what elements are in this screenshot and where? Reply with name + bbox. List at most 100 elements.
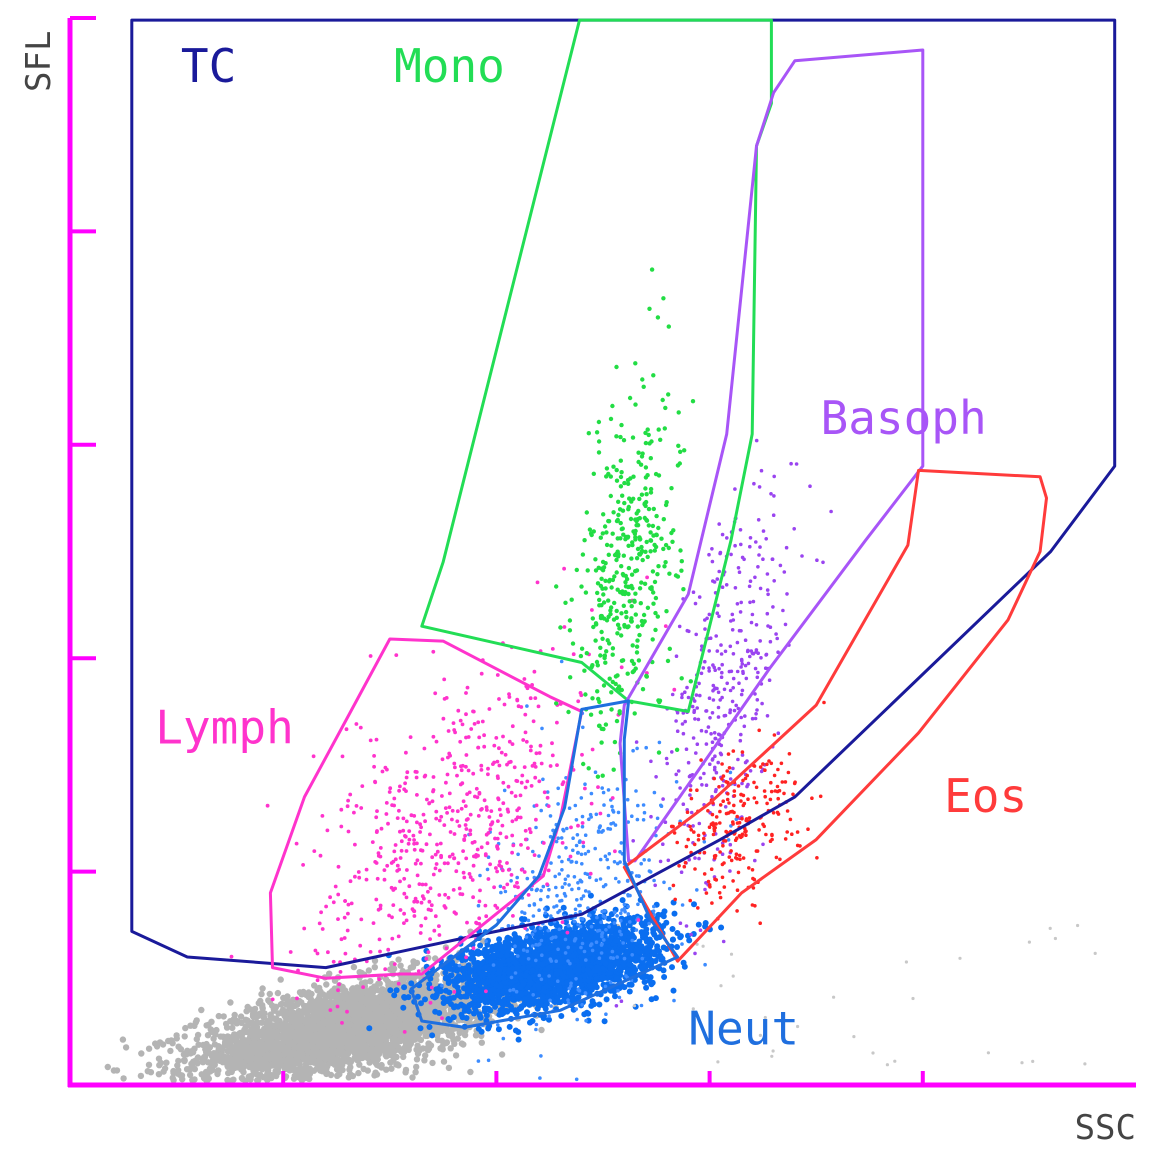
data-point: [496, 1011, 503, 1018]
data-point: [291, 1072, 298, 1080]
data-point: [205, 1021, 212, 1028]
data-point: [345, 1074, 352, 1081]
data-point: [277, 1001, 285, 1008]
data-point: [286, 1056, 293, 1064]
data-point: [304, 1012, 312, 1019]
data-point: [347, 1063, 354, 1071]
data-point: [378, 995, 385, 1002]
data-point: [210, 1035, 217, 1042]
data-point: [324, 1034, 331, 1042]
data-point: [418, 1000, 424, 1007]
data-point: [231, 1055, 238, 1063]
data-point: [258, 990, 265, 998]
data-point: [344, 1050, 352, 1057]
data-point: [210, 1029, 217, 1036]
data-point: [356, 969, 363, 976]
data-point: [389, 1018, 397, 1025]
data-point: [365, 967, 373, 974]
data-point: [274, 1069, 282, 1076]
data-point: [390, 965, 398, 972]
data-point: [138, 1050, 145, 1057]
data-point: [325, 1014, 332, 1021]
data-point: [355, 1016, 363, 1023]
data-point: [496, 936, 503, 943]
data-point: [364, 1009, 372, 1016]
data-point: [259, 985, 266, 992]
data-point: [388, 1065, 395, 1072]
data-point: [279, 1039, 287, 1046]
data-point: [256, 1055, 264, 1062]
data-point: [478, 1039, 485, 1046]
data-point: [290, 1066, 297, 1074]
data-point: [429, 1059, 436, 1067]
data-point: [456, 1029, 463, 1037]
data-point: [421, 1057, 428, 1064]
data-point: [432, 1008, 439, 1015]
data-point: [681, 963, 688, 970]
data-point: [410, 958, 417, 965]
data-point: [366, 1025, 373, 1032]
data-point: [261, 1010, 268, 1017]
data-point: [303, 1060, 310, 1068]
data-point: [217, 1033, 224, 1040]
data-point: [289, 996, 297, 1003]
data-point: [163, 1059, 170, 1066]
data-point: [596, 1001, 603, 1008]
data-point: [332, 1009, 339, 1016]
data-point: [382, 1034, 389, 1042]
data-point: [360, 989, 367, 996]
data-point: [272, 1015, 280, 1022]
data-point: [430, 993, 436, 1000]
data-point: [443, 1039, 451, 1046]
data-point: [283, 1045, 291, 1052]
data-point: [293, 1020, 300, 1028]
data-point: [652, 958, 659, 964]
data-point: [447, 1045, 454, 1052]
data-point: [351, 1049, 358, 1057]
data-point: [337, 1061, 344, 1068]
data-point: [304, 1029, 311, 1037]
data-point: [411, 1034, 419, 1042]
data-point: [225, 1062, 232, 1069]
data-point: [104, 1063, 112, 1071]
data-point: [226, 1039, 234, 1046]
data-point: [220, 1013, 227, 1020]
data-point: [160, 1068, 167, 1075]
data-point: [188, 1048, 195, 1055]
data-point: [299, 1072, 306, 1079]
data-point: [643, 984, 650, 991]
data-point: [372, 1038, 380, 1046]
data-point: [414, 1042, 421, 1049]
data-point: [445, 1032, 453, 1039]
data-point: [204, 1072, 211, 1079]
data-point: [320, 991, 327, 998]
data-point: [359, 1054, 366, 1062]
data-point: [229, 1018, 236, 1026]
data-point: [379, 1043, 386, 1050]
data-point: [359, 998, 366, 1005]
data-point: [298, 1066, 306, 1073]
data-point: [254, 1077, 261, 1084]
data-point: [419, 1045, 427, 1052]
data-point: [227, 1077, 234, 1085]
data-point: [374, 1020, 381, 1027]
data-point: [445, 1016, 452, 1022]
data-point: [229, 1024, 236, 1032]
data-point: [387, 1041, 394, 1049]
data-point: [375, 1004, 382, 1011]
data-point: [333, 992, 341, 1000]
data-point: [317, 1067, 324, 1074]
data-point: [274, 1032, 281, 1040]
data-point: [178, 1072, 186, 1079]
data-point: [257, 997, 264, 1005]
data-point: [467, 1068, 474, 1076]
data-point: [389, 999, 396, 1006]
data-point: [304, 1007, 312, 1015]
data-point: [364, 1067, 371, 1074]
data-point: [409, 963, 417, 971]
data-point: [440, 994, 447, 1001]
data-point: [373, 1071, 381, 1078]
data-point: [417, 1025, 424, 1032]
data-point: [413, 1056, 421, 1063]
data-point: [191, 1065, 198, 1073]
